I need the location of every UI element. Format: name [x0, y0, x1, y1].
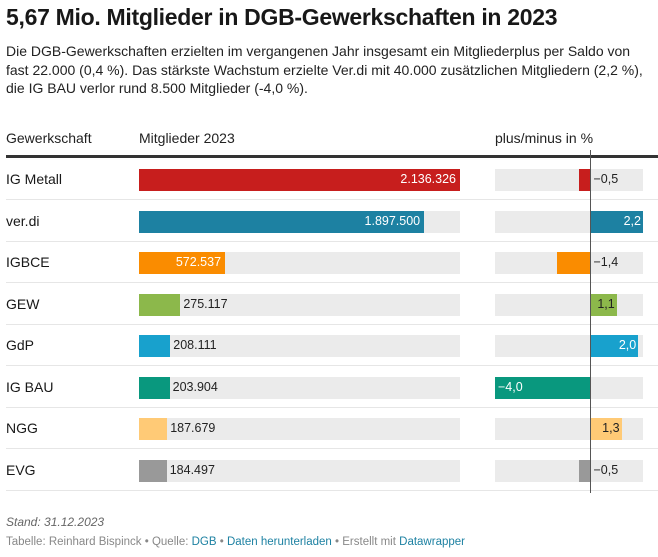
row-divider	[6, 199, 658, 200]
members-value: 1.897.500	[364, 213, 421, 228]
header-divider	[6, 155, 658, 158]
header-change: plus/minus in %	[495, 130, 594, 146]
source-link[interactable]: DGB	[191, 536, 217, 548]
change-bar	[557, 252, 591, 274]
table-row: NGG 187.679 1,3	[6, 408, 658, 449]
members-value: 572.537	[175, 255, 222, 269]
row-divider	[6, 489, 658, 491]
members-bar	[139, 210, 425, 233]
change-value: −0,5	[593, 462, 619, 477]
change-value: 2,0	[618, 338, 637, 352]
members-bar	[139, 418, 168, 440]
change-value: −1,4	[593, 255, 619, 269]
table-row: IG Metall 2.136.326 −0,5	[6, 159, 658, 200]
chart-description: Die DGB-Gewerkschaften erzielten im verg…	[6, 43, 643, 96]
footer-source-label: Quelle:	[151, 536, 189, 548]
union-name: IG BAU	[6, 378, 54, 395]
change-value: 2,2	[623, 213, 641, 228]
table-row: GEW 275.117 1,1	[6, 284, 658, 325]
row-divider	[6, 448, 658, 449]
table-row: IGBCE 572.537 −1,4	[6, 242, 658, 283]
chart-title: 5,67 Mio. Mitglieder in DGB-Gewerkschaft…	[6, 4, 558, 30]
row-divider	[6, 406, 658, 408]
footer-stand: Stand: 31.12.2023	[6, 515, 105, 529]
union-name: ver.di	[6, 212, 40, 229]
union-name: IG Metall	[6, 171, 63, 187]
row-divider	[6, 365, 658, 366]
change-bar-track	[495, 293, 643, 316]
members-value: 184.497	[169, 462, 215, 477]
members-bar	[139, 335, 171, 357]
download-data-link[interactable]: Daten herunterladen	[226, 536, 332, 548]
row-divider	[6, 240, 658, 242]
table-row: EVG 184.497 −0,5	[6, 450, 658, 491]
footer-credits: Tabelle: Reinhard Bispinck • Quelle: DGB…	[6, 536, 465, 548]
header-members: Mitglieder 2023	[139, 130, 235, 146]
union-name: IGBCE	[6, 254, 50, 270]
union-name: NGG	[6, 420, 38, 436]
members-bar-track	[139, 376, 460, 399]
change-bar	[590, 293, 617, 316]
members-bar-track	[139, 293, 460, 316]
change-value: −0,5	[593, 172, 619, 186]
table-row: ver.di 1.897.500 2,2	[6, 201, 658, 242]
table-row: GdP 208.111 2,0	[6, 325, 658, 366]
members-value: 208.111	[173, 338, 217, 352]
members-bar-track	[139, 459, 460, 482]
table-row: IG BAU 203.904 −4,0	[6, 367, 658, 408]
row-divider	[6, 282, 658, 283]
change-bar	[578, 169, 591, 191]
members-value: 203.904	[172, 379, 218, 394]
change-bar-track	[495, 459, 643, 482]
change-bar-track	[495, 169, 643, 191]
datawrapper-link[interactable]: Datawrapper	[399, 536, 465, 548]
zero-line	[590, 150, 592, 493]
members-bar	[139, 376, 170, 399]
row-divider	[6, 323, 658, 325]
footer-table-by: Tabelle: Reinhard Bispinck	[6, 536, 142, 548]
members-value: 2.136.326	[400, 172, 456, 186]
change-bar	[590, 210, 643, 233]
members-bar	[139, 293, 181, 316]
change-value: 1,1	[597, 296, 615, 311]
separator: •	[335, 536, 340, 548]
members-bar	[139, 252, 226, 274]
members-value: 275.117	[183, 296, 228, 311]
separator: •	[219, 536, 224, 548]
change-bar	[578, 459, 591, 482]
change-bar	[495, 376, 591, 399]
change-value: −4,0	[498, 379, 523, 394]
footer-created-label: Erstellt mit	[342, 536, 396, 548]
change-value: 1,3	[602, 421, 620, 435]
members-bar-track	[139, 335, 460, 357]
union-name: EVG	[6, 461, 36, 478]
header-union: Gewerkschaft	[6, 130, 92, 146]
members-bar-track	[139, 418, 460, 440]
change-bar	[590, 335, 639, 357]
union-name: GEW	[6, 295, 40, 312]
members-bar	[139, 459, 167, 482]
separator: •	[144, 536, 149, 548]
union-name: GdP	[6, 337, 35, 353]
members-bar	[139, 169, 460, 191]
change-bar	[590, 418, 622, 440]
members-value: 187.679	[170, 421, 216, 435]
